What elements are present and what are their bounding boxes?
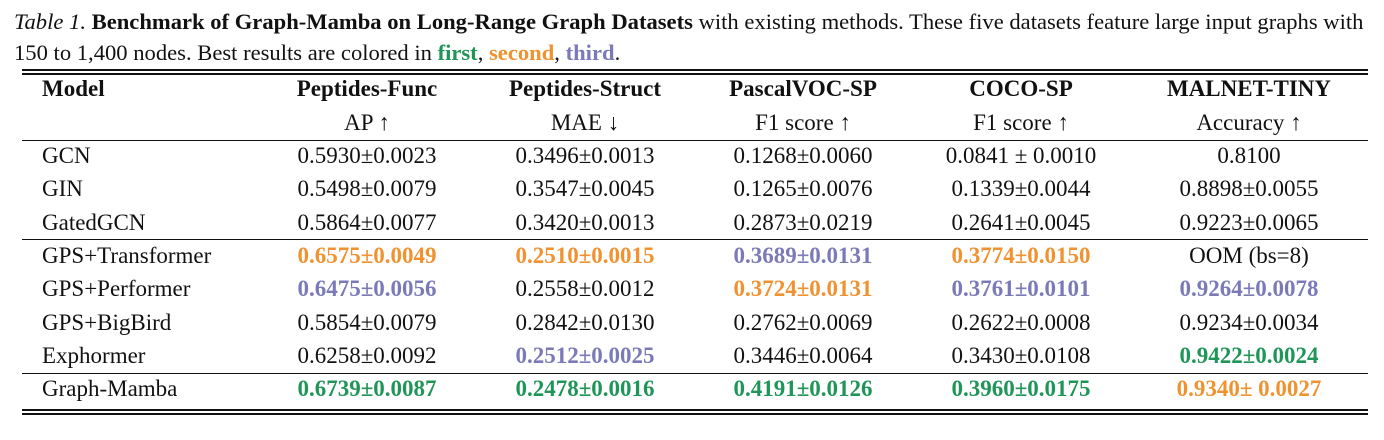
metric-header-peptides-struct: MAE ↓ [550, 109, 620, 135]
table-body: Model Peptides-Func Peptides-Struct Pasc… [22, 72, 1368, 405]
caption-sep-2: , [554, 40, 566, 65]
table-row: GCN 0.5930±0.0023 0.3496±0.0013 0.1268±0.00… [22, 139, 1368, 172]
result-cell: 0.1268±0.0060 [733, 143, 873, 169]
caption-label: Table 1. [14, 9, 86, 34]
model-name-cell: GCN [42, 143, 91, 169]
col-header-pascalvoc-sp: PascalVOC-SP [729, 76, 877, 102]
col-header-model: Model [42, 76, 105, 102]
col-header-coco-sp: COCO-SP [969, 76, 1073, 102]
caption-end: . [614, 40, 621, 65]
result-cell: 0.2558±0.0012 [515, 276, 655, 302]
result-cell: 0.6739±0.0087 [297, 376, 437, 402]
result-cell: 0.5864±0.0077 [297, 209, 437, 235]
bottom-rule-inner [22, 413, 1368, 415]
col-header-malnet-tiny: MALNET-TINY [1166, 76, 1331, 102]
result-cell: 0.3761±0.0101 [951, 276, 1091, 302]
table-row: GIN 0.5498±0.0079 0.3547±0.0045 0.1265±0.00… [22, 172, 1368, 205]
result-cell: 0.3960±0.0175 [951, 376, 1091, 402]
result-cell: 0.6475±0.0056 [297, 276, 437, 302]
result-cell: 0.2842±0.0130 [515, 309, 655, 335]
table-row: GPS+Performer 0.6475±0.0056 0.2558±0.0012 0… [22, 272, 1368, 305]
bottom-rule [22, 409, 1368, 411]
table-row: GPS+Transformer 0.6575±0.0049 0.2510±0.001… [22, 239, 1368, 272]
result-cell: 0.3547±0.0045 [515, 176, 655, 202]
result-cell: 0.2641±0.0045 [951, 209, 1091, 235]
header-row-names: Model Peptides-Func Peptides-Struct Pasc… [22, 72, 1368, 106]
result-cell: 0.2512±0.0025 [515, 342, 655, 368]
top-rule-inner [22, 73, 1368, 75]
result-cell: 0.5854±0.0079 [297, 309, 437, 335]
benchmark-table: Model Peptides-Func Peptides-Struct Pasc… [22, 72, 1368, 405]
model-name-cell: GPS+BigBird [42, 309, 172, 335]
group-rule-2 [22, 373, 1368, 375]
result-cell: 0.9422±0.0024 [1179, 342, 1319, 368]
model-name-cell: GatedGCN [42, 209, 146, 235]
legend-second: second [489, 40, 555, 65]
model-name-cell: GPS+Performer [42, 276, 191, 302]
caption-text: with existing methods. These five datase… [14, 9, 1364, 65]
table-row: Graph-Mamba 0.6739±0.0087 0.2478±0.0016 0.4… [22, 372, 1368, 405]
result-cell: 0.2510±0.0015 [515, 243, 655, 269]
table-row: Exphormer 0.6258±0.0092 0.2512±0.0025 0.344… [22, 339, 1368, 372]
top-rule [22, 69, 1368, 71]
result-cell: 0.3446±0.0064 [733, 342, 873, 368]
result-cell: 0.3689±0.0131 [733, 243, 873, 269]
model-name-cell: GIN [42, 176, 83, 202]
result-cell: 0.4191±0.0126 [733, 376, 873, 402]
header-rule [22, 140, 1368, 142]
result-cell: 0.8100 [1217, 143, 1281, 169]
result-cell: 0.6575±0.0049 [297, 243, 437, 269]
model-name-cell: Graph-Mamba [42, 376, 178, 402]
result-cell: 0.2622±0.0008 [951, 309, 1091, 335]
col-header-peptides-func: Peptides-Func [296, 76, 438, 102]
result-cell: 0.3496±0.0013 [515, 143, 655, 169]
result-cell: 0.5930±0.0023 [297, 143, 437, 169]
metric-header-peptides-func: AP ↑ [344, 109, 390, 135]
group-rule-1 [22, 239, 1368, 241]
result-cell: 0.9264±0.0078 [1179, 276, 1319, 302]
result-cell: 0.2478±0.0016 [515, 376, 655, 402]
caption-sep-1: , [477, 40, 490, 65]
result-cell: 0.3420±0.0013 [515, 209, 655, 235]
metric-header-malnet-tiny: Accuracy ↑ [1196, 109, 1302, 135]
result-cell: 0.8898±0.0055 [1179, 176, 1319, 202]
metric-header-pascalvoc-sp: F1 score ↑ [755, 109, 851, 135]
result-cell: 0.1339±0.0044 [951, 176, 1091, 202]
result-cell: 0.1265±0.0076 [733, 176, 873, 202]
table-caption: Table 1. Benchmark of Graph-Mamba on Lon… [14, 6, 1374, 68]
metric-header-coco-sp: F1 score ↑ [973, 109, 1069, 135]
result-cell: 0.2873±0.0219 [733, 209, 873, 235]
legend-first: first [437, 40, 478, 65]
table-row: GatedGCN 0.5864±0.0077 0.3420±0.0013 0.2873… [22, 206, 1368, 239]
model-name-cell: GPS+Transformer [42, 243, 212, 269]
result-cell: 0.3774±0.0150 [951, 243, 1091, 269]
result-cell: 0.5498±0.0079 [297, 176, 437, 202]
model-name-cell: Exphormer [42, 342, 146, 368]
col-header-peptides-struct: Peptides-Struct [508, 76, 662, 102]
result-cell: 0.9340± 0.0027 [1176, 376, 1322, 402]
result-cell: 0.6258±0.0092 [297, 342, 437, 368]
caption-title: Benchmark of Graph-Mamba on Long-Range G… [91, 9, 693, 34]
result-cell: 0.3724±0.0131 [733, 276, 873, 302]
legend-third: third [565, 40, 615, 65]
header-row-metrics: AP ↑ MAE ↓ F1 score ↑ F1 score ↑ Accurac… [22, 106, 1368, 140]
result-cell: 0.3430±0.0108 [951, 342, 1091, 368]
result-cell: 0.9223±0.0065 [1179, 209, 1319, 235]
result-cell: 0.2762±0.0069 [733, 309, 873, 335]
result-cell: 0.0841 ± 0.0010 [945, 143, 1097, 169]
result-cell: 0.9234±0.0034 [1179, 309, 1319, 335]
table-row: GPS+BigBird 0.5854±0.0079 0.2842±0.0130 0.2… [22, 305, 1368, 338]
metric-header-model [22, 106, 258, 140]
result-cell: OOM (bs=8) [1189, 243, 1309, 269]
